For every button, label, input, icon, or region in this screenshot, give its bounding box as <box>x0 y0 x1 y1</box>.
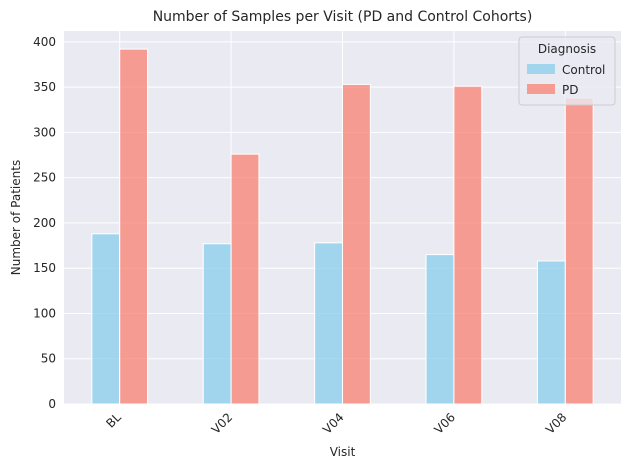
legend-title: Diagnosis <box>538 42 596 56</box>
legend-swatch-control <box>527 64 555 74</box>
bar-pd-v04 <box>342 83 371 405</box>
bar-control-v04 <box>314 242 343 405</box>
y-tick-label: 0 <box>48 397 56 411</box>
legend-label-control: Control <box>562 63 605 77</box>
y-axis-ticks: 0 50 100 150 200 250 300 350 400 <box>33 35 56 411</box>
bar-pd-v08 <box>564 97 594 405</box>
x-axis-label: Visit <box>330 445 356 459</box>
bar-pd-v06 <box>453 85 483 405</box>
x-tick-label: V06 <box>432 410 459 437</box>
y-tick-label: 250 <box>33 171 56 185</box>
y-tick-label: 200 <box>33 216 56 230</box>
x-tick-label: V08 <box>543 410 570 437</box>
bars <box>91 48 594 405</box>
chart-title: Number of Samples per Visit (PD and Cont… <box>153 9 533 25</box>
bar-pd-bl <box>119 48 149 405</box>
bar-control-bl <box>91 233 121 405</box>
bar-control-v06 <box>425 254 455 405</box>
y-tick-label: 100 <box>33 306 56 320</box>
x-tick-label: V04 <box>320 410 347 437</box>
y-tick-label: 350 <box>33 80 56 94</box>
bar-control-v08 <box>536 260 566 405</box>
bar-pd-v02 <box>230 153 260 405</box>
legend-swatch-pd <box>527 84 555 94</box>
bar-control-v02 <box>202 243 232 405</box>
x-tick-label: BL <box>103 410 124 431</box>
legend: Diagnosis Control PD <box>518 36 616 106</box>
y-tick-label: 150 <box>33 261 56 275</box>
y-tick-label: 300 <box>33 125 56 139</box>
y-tick-label: 50 <box>41 352 56 366</box>
x-tick-label: V02 <box>209 410 236 437</box>
legend-label-pd: PD <box>562 83 578 97</box>
y-tick-label: 400 <box>33 35 56 49</box>
y-axis-label: Number of Patients <box>9 160 23 275</box>
x-axis-ticks: BL V02 V04 V06 V08 <box>103 410 569 437</box>
